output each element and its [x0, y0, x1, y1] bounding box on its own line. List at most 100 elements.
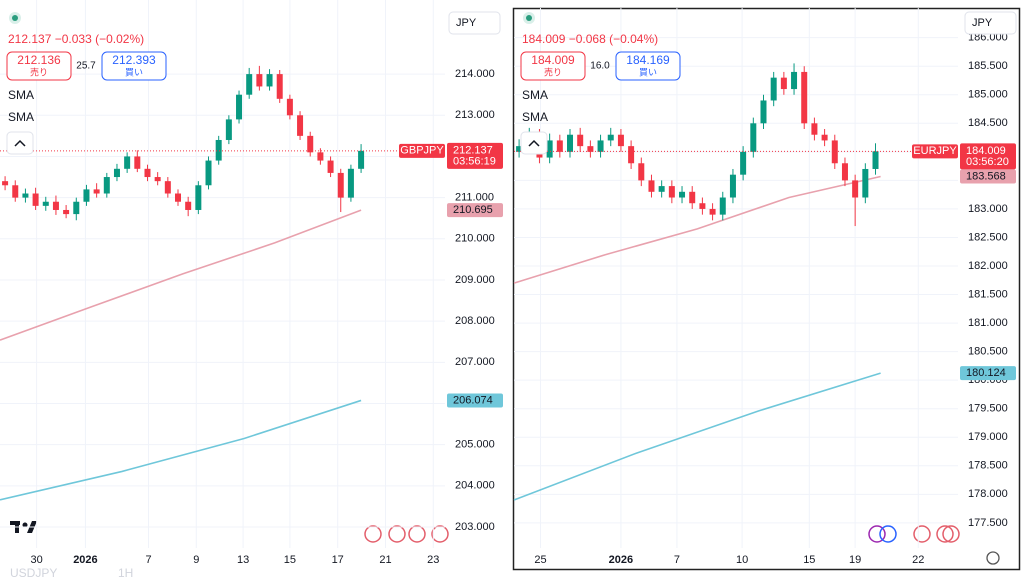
x-tick-label: 7	[674, 554, 680, 566]
candle-body	[164, 181, 171, 194]
sell-price: 184.009	[531, 53, 575, 67]
footer-symbol: USDJPY	[10, 566, 57, 578]
buy-label: 買い	[639, 67, 657, 77]
y-tick-label: 183.000	[968, 203, 1008, 215]
x-tick-label: 19	[849, 554, 861, 566]
x-tick-label: 22	[912, 554, 924, 566]
x-tick-label: 21	[379, 554, 391, 566]
settings-button[interactable]	[986, 551, 1000, 565]
candle-body	[516, 146, 523, 152]
chevron-icon	[14, 139, 26, 147]
candle-body	[780, 77, 787, 90]
currency-label: JPY	[456, 17, 477, 29]
y-tick-label: 207.000	[455, 356, 495, 368]
candle-body	[266, 74, 273, 87]
quote-text: 212.137 −0.033 (−0.02%)	[8, 32, 144, 46]
sell-label: 売り	[30, 66, 48, 77]
y-tick-label: 179.500	[968, 403, 1008, 415]
sma-tag	[960, 169, 1016, 184]
candle-body	[729, 174, 736, 198]
buy-box[interactable]	[615, 51, 681, 81]
y-tick-label: 205.000	[455, 439, 495, 451]
candle-body	[113, 168, 120, 178]
candle-body	[750, 123, 757, 152]
candle-body	[638, 163, 645, 181]
candle-body	[740, 151, 747, 175]
collapse-button[interactable]	[520, 131, 548, 155]
candle-body	[791, 71, 798, 90]
countdown-label: 03:56:20	[966, 156, 1009, 168]
y-tick-label: 185.500	[968, 60, 1008, 72]
candle-body	[317, 152, 324, 161]
footer-interval: 1H	[118, 566, 133, 578]
y-tick-label: 181.500	[968, 288, 1008, 300]
sma-line	[513, 372, 881, 501]
sma-line	[0, 399, 362, 501]
candle-body	[587, 146, 594, 152]
candle-body	[567, 134, 574, 152]
candle-body	[358, 150, 365, 169]
currency-dropdown[interactable]	[448, 11, 501, 35]
x-tick-label: 9	[193, 554, 199, 566]
chart-panel: 177.500178.000178.500179.000179.500180.0…	[513, 8, 1017, 566]
candle-body	[225, 119, 232, 140]
candle-body	[246, 74, 253, 95]
sma-line	[0, 209, 362, 341]
candle-body	[760, 100, 767, 124]
collapse-button[interactable]	[6, 131, 34, 155]
candle-body	[831, 140, 838, 164]
candle-body	[872, 151, 879, 169]
legend-entry[interactable]: SMA	[522, 88, 548, 102]
x-tick-label: 2026	[73, 554, 97, 566]
x-tick-label: 25	[534, 554, 546, 566]
candle-body	[658, 186, 665, 192]
candle-body	[337, 172, 344, 198]
sma-value-label: 180.124	[966, 367, 1006, 379]
x-tick-label: 13	[237, 554, 249, 566]
candle-body	[821, 134, 828, 141]
candle-body	[215, 139, 222, 161]
legend-entry[interactable]: SMA	[522, 110, 548, 124]
chevron-icon	[528, 139, 540, 147]
last-price-label: 184.009	[966, 145, 1006, 157]
candle-body	[648, 180, 655, 192]
legend-entry[interactable]: SMA	[8, 88, 34, 102]
candle-body	[852, 180, 859, 198]
candle-body	[709, 208, 716, 215]
candle-body	[628, 146, 635, 164]
candle-body	[577, 134, 584, 147]
legend-entry[interactable]: SMA	[8, 110, 34, 124]
sma-tag	[447, 393, 503, 408]
candle-body	[32, 193, 39, 206]
candle-body	[154, 177, 161, 182]
sell-box[interactable]	[520, 51, 586, 81]
sma-value-label: 206.074	[453, 394, 493, 406]
quote-text: 184.009 −0.068 (−0.04%)	[522, 32, 658, 46]
candle-body	[2, 181, 9, 186]
buy-price: 212.393	[112, 53, 156, 67]
buy-price: 184.169	[626, 53, 670, 67]
currency-label: JPY	[972, 17, 993, 29]
sell-box[interactable]	[6, 51, 72, 81]
x-tick-label: 15	[284, 554, 296, 566]
spread: 16.0	[590, 61, 610, 72]
candle-body	[297, 115, 304, 136]
y-tick-label: 208.000	[455, 315, 495, 327]
symbol-label: EURJPY	[913, 145, 957, 157]
sma-value-label: 183.568	[966, 170, 1006, 182]
status-dot-core	[12, 15, 18, 21]
y-tick-label: 210.000	[455, 233, 495, 245]
y-tick-label: 182.000	[968, 260, 1008, 272]
y-tick-label: 203.000	[455, 521, 495, 533]
sma-line	[513, 175, 881, 284]
buy-box[interactable]	[101, 51, 167, 81]
y-tick-label: 180.500	[968, 346, 1008, 358]
currency-dropdown[interactable]	[964, 11, 1017, 35]
candle-body	[103, 177, 110, 194]
